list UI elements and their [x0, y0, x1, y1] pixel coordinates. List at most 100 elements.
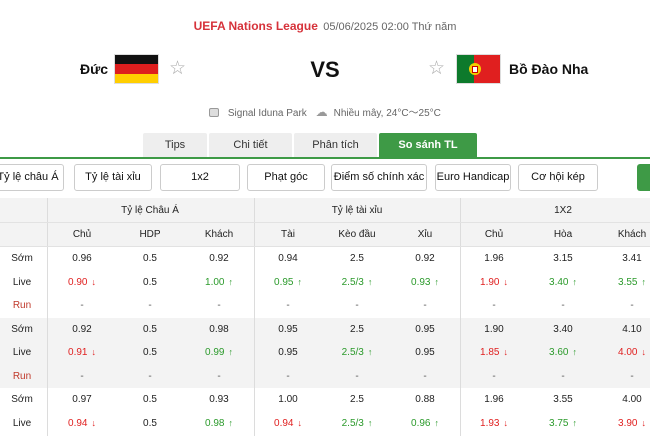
- odds-cell[interactable]: 2.5/3 ↑: [325, 277, 389, 288]
- odds-cell[interactable]: 0.92: [50, 324, 114, 335]
- empty-cell[interactable]: -: [50, 371, 114, 382]
- odds-value: 1.90: [480, 276, 500, 288]
- odds-cell[interactable]: 3.60 ↑: [531, 347, 595, 358]
- odds-cell[interactable]: 0.5: [118, 347, 182, 358]
- odds-cell[interactable]: 0.95 ↑: [256, 277, 320, 288]
- empty-cell[interactable]: -: [187, 300, 251, 311]
- empty-cell[interactable]: -: [325, 300, 389, 311]
- odds-cell[interactable]: 2.5/3 ↑: [325, 347, 389, 358]
- odds-cell[interactable]: 0.94 ↓: [256, 418, 320, 429]
- filter-more-button[interactable]: [637, 164, 650, 191]
- odds-cell[interactable]: 1.93 ↓: [462, 418, 526, 429]
- empty-cell[interactable]: -: [50, 300, 114, 311]
- odds-cell[interactable]: 0.97: [50, 394, 114, 405]
- odds-cell[interactable]: 3.90 ↓: [600, 418, 650, 429]
- odds-value: 2.5/3: [341, 417, 364, 429]
- odds-cell[interactable]: 0.94: [256, 253, 320, 264]
- empty-cell[interactable]: -: [462, 371, 526, 382]
- empty-cell[interactable]: -: [256, 371, 320, 382]
- star-outline-icon[interactable]: ☆: [169, 58, 187, 79]
- star-outline-icon[interactable]: ☆: [428, 58, 446, 79]
- empty-cell[interactable]: -: [118, 300, 182, 311]
- odds-cell[interactable]: 3.15: [531, 253, 595, 264]
- tab-odds-compare[interactable]: So sánh TL: [379, 133, 477, 157]
- odds-value: 0.98: [205, 417, 225, 429]
- odds-cell[interactable]: 1.90: [462, 324, 526, 335]
- odds-value: -: [217, 370, 221, 382]
- odds-cell[interactable]: 3.41: [600, 253, 650, 264]
- filter-euro-handicap[interactable]: Euro Handicap: [435, 164, 511, 191]
- odds-cell[interactable]: 0.99 ↑: [187, 347, 251, 358]
- odds-cell[interactable]: 3.55: [531, 394, 595, 405]
- filter-corners[interactable]: Phạt góc: [247, 164, 325, 191]
- empty-cell[interactable]: -: [531, 371, 595, 382]
- odds-value: 0.94: [278, 253, 298, 264]
- odds-cell[interactable]: 1.96: [462, 394, 526, 405]
- odds-cell[interactable]: 0.96 ↑: [393, 418, 457, 429]
- empty-cell[interactable]: -: [118, 371, 182, 382]
- away-team-name[interactable]: Bồ Đào Nha: [509, 61, 589, 77]
- odds-cell[interactable]: 3.40: [531, 324, 595, 335]
- odds-cell[interactable]: 0.95: [256, 347, 320, 358]
- odds-cell[interactable]: 0.92: [393, 253, 457, 264]
- odds-value: -: [217, 300, 221, 311]
- odds-cell[interactable]: 0.5: [118, 277, 182, 288]
- empty-cell[interactable]: -: [393, 300, 457, 311]
- odds-value: 0.92: [209, 253, 229, 264]
- odds-cell[interactable]: 0.98 ↑: [187, 418, 251, 429]
- odds-cell[interactable]: 1.85 ↓: [462, 347, 526, 358]
- odds-cell[interactable]: 0.95: [393, 324, 457, 335]
- empty-cell[interactable]: -: [600, 371, 650, 382]
- odds-cell[interactable]: 0.96: [50, 253, 114, 264]
- odds-cell[interactable]: 2.5: [325, 253, 389, 264]
- odds-cell[interactable]: 2.5: [325, 394, 389, 405]
- empty-cell[interactable]: -: [462, 300, 526, 311]
- odds-cell[interactable]: 1.00 ↑: [187, 277, 251, 288]
- odds-cell[interactable]: 4.00: [600, 394, 650, 405]
- odds-cell[interactable]: 4.10: [600, 324, 650, 335]
- odds-cell[interactable]: 1.00: [256, 394, 320, 405]
- tab-analysis[interactable]: Phân tích: [294, 133, 377, 157]
- odds-cell[interactable]: 0.95: [393, 347, 457, 358]
- odds-cell[interactable]: 0.90 ↓: [50, 277, 114, 288]
- odds-cell[interactable]: 0.5: [118, 418, 182, 429]
- odds-cell[interactable]: 0.94 ↓: [50, 418, 114, 429]
- filter-over-under[interactable]: Tỷ lệ tài xỉu: [74, 164, 152, 191]
- odds-value: -: [286, 370, 290, 382]
- odds-cell[interactable]: 0.5: [118, 394, 182, 405]
- odds-cell[interactable]: 0.93: [187, 394, 251, 405]
- odds-cell[interactable]: 0.93 ↑: [393, 277, 457, 288]
- empty-cell[interactable]: -: [187, 371, 251, 382]
- odds-cell[interactable]: 0.95: [256, 324, 320, 335]
- odds-cell[interactable]: 0.5: [118, 253, 182, 264]
- odds-cell[interactable]: 3.75 ↑: [531, 418, 595, 429]
- tab-tips[interactable]: Tips: [143, 133, 207, 157]
- empty-cell[interactable]: -: [325, 371, 389, 382]
- filter-correct-score[interactable]: Điểm số chính xác: [331, 164, 427, 191]
- odds-cell[interactable]: 0.91 ↓: [50, 347, 114, 358]
- odds-cell[interactable]: 1.90 ↓: [462, 277, 526, 288]
- empty-cell[interactable]: -: [531, 300, 595, 311]
- odds-value: 1.93: [480, 417, 500, 429]
- odds-cell[interactable]: 4.00 ↓: [600, 347, 650, 358]
- filter-asian-handicap[interactable]: Tỷ lệ châu Á: [0, 164, 64, 191]
- odds-cell[interactable]: 0.98: [187, 324, 251, 335]
- empty-cell[interactable]: -: [256, 300, 320, 311]
- filter-1x2[interactable]: 1x2: [160, 164, 240, 191]
- odds-cell[interactable]: 2.5/3 ↑: [325, 418, 389, 429]
- arrow-down-icon: ↓: [91, 417, 96, 428]
- odds-cell[interactable]: 1.96: [462, 253, 526, 264]
- odds-cell[interactable]: 3.40 ↑: [531, 277, 595, 288]
- odds-cell[interactable]: 2.5: [325, 324, 389, 335]
- home-team-name[interactable]: Đức: [80, 61, 109, 77]
- empty-cell[interactable]: -: [600, 300, 650, 311]
- empty-cell[interactable]: -: [393, 371, 457, 382]
- odds-cell[interactable]: 0.5: [118, 324, 182, 335]
- odds-value: 0.5: [143, 417, 157, 429]
- tab-details[interactable]: Chi tiết: [209, 133, 292, 157]
- filter-double-chance[interactable]: Cơ hội kép: [518, 164, 598, 191]
- odds-cell[interactable]: 0.92: [187, 253, 251, 264]
- league-name[interactable]: UEFA Nations League: [193, 19, 318, 33]
- odds-cell[interactable]: 3.55 ↑: [600, 277, 650, 288]
- odds-cell[interactable]: 0.88: [393, 394, 457, 405]
